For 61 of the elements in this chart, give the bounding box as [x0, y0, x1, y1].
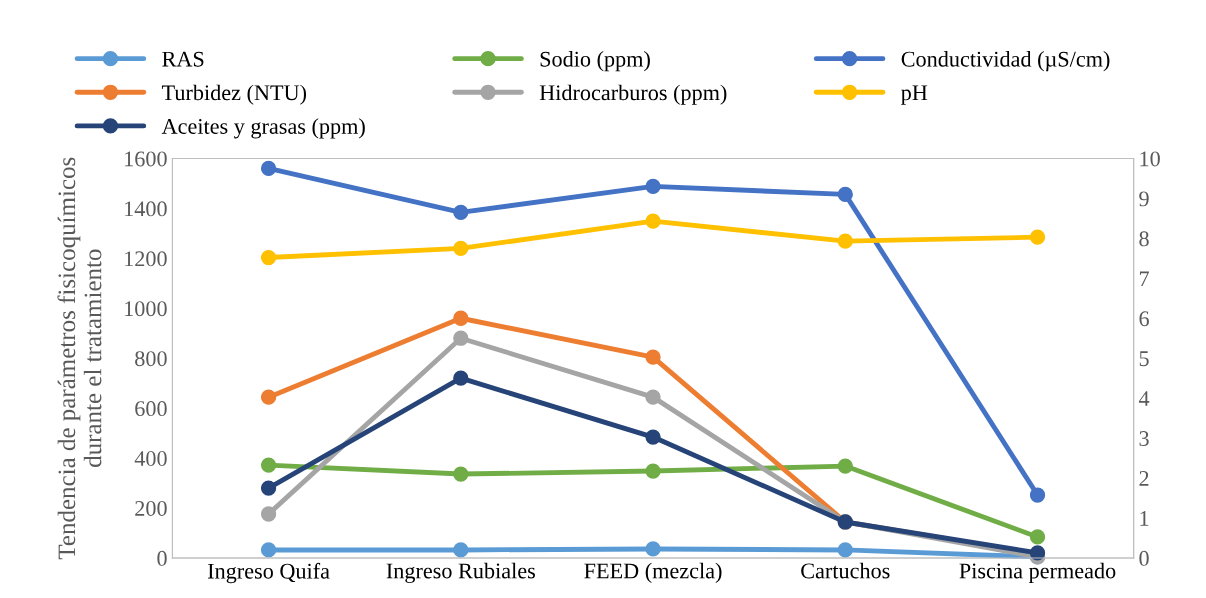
- point: [260, 160, 277, 177]
- point: [453, 370, 469, 386]
- point: [453, 240, 469, 256]
- legend-label: Turbidez (NTU): [161, 84, 307, 105]
- x-tick-label: Ingreso Rubiales: [386, 562, 535, 584]
- y2-tick-label: 1: [1140, 511, 1149, 526]
- legend-label: Hidrocarburos (ppm): [539, 84, 727, 105]
- x-tick-label: Ingreso Quifa: [207, 562, 330, 584]
- point: [645, 429, 661, 445]
- point: [645, 463, 661, 479]
- y-tick-label: 800: [135, 351, 167, 367]
- y-tick-label: 400: [134, 451, 167, 466]
- y2-tick-label: 3: [1139, 431, 1149, 447]
- y2-tick-label: 10: [1140, 151, 1160, 167]
- y-tick-label: 1000: [125, 301, 167, 317]
- point: [1029, 487, 1046, 503]
- y-tick-label: 200: [135, 500, 167, 516]
- point: [260, 506, 277, 522]
- point: [260, 389, 277, 405]
- point: [260, 480, 277, 496]
- y2-tick-label: 8: [1139, 231, 1149, 247]
- point: [1029, 229, 1046, 245]
- y2-tick-label: 2: [1139, 471, 1149, 486]
- point: [837, 458, 853, 474]
- legend-label: RAS: [162, 51, 204, 67]
- y2-tick-label: 6: [1139, 311, 1149, 327]
- y2-tick-label: 0: [1139, 550, 1149, 566]
- y2-tick-label: 5: [1139, 351, 1149, 367]
- y-tick-label: 1600: [125, 151, 167, 167]
- y-axis-title: Tendencia de parámetros fisicoquímicos durante el tratamiento: [57, 157, 102, 560]
- x-tick-label: FEED (mezcla): [584, 562, 722, 583]
- y-tick-label: 1400: [125, 201, 167, 217]
- point: [453, 310, 469, 326]
- point: [837, 186, 853, 203]
- point: [453, 466, 469, 482]
- y2-tick-label: 7: [1139, 271, 1149, 287]
- y2-tick-label: 9: [1139, 191, 1149, 207]
- x-tick-label: Piscina permeado: [959, 562, 1116, 583]
- point: [645, 541, 661, 557]
- y-tick-label: 0: [157, 550, 167, 566]
- legend-label: Sodio (ppm): [540, 51, 650, 72]
- legend-label: pH: [901, 85, 928, 105]
- y2-tick-label: 4: [1138, 391, 1150, 406]
- point: [453, 330, 469, 346]
- point: [837, 233, 853, 249]
- legend-label: Aceites y grasas (ppm): [161, 118, 365, 139]
- point: [645, 349, 661, 365]
- point: [453, 204, 469, 221]
- point: [837, 542, 853, 558]
- legend-label: Conductividad (µS/cm): [901, 51, 1110, 72]
- point: [645, 178, 661, 195]
- point: [1029, 529, 1046, 545]
- x-tick-label: Cartuchos: [801, 562, 890, 579]
- y-tick-label: 600: [135, 401, 167, 417]
- point: [645, 389, 661, 405]
- point: [260, 249, 277, 266]
- point: [260, 542, 277, 558]
- point: [645, 213, 661, 229]
- point: [260, 457, 277, 473]
- point: [453, 542, 469, 558]
- y-tick-label: 1200: [125, 251, 167, 267]
